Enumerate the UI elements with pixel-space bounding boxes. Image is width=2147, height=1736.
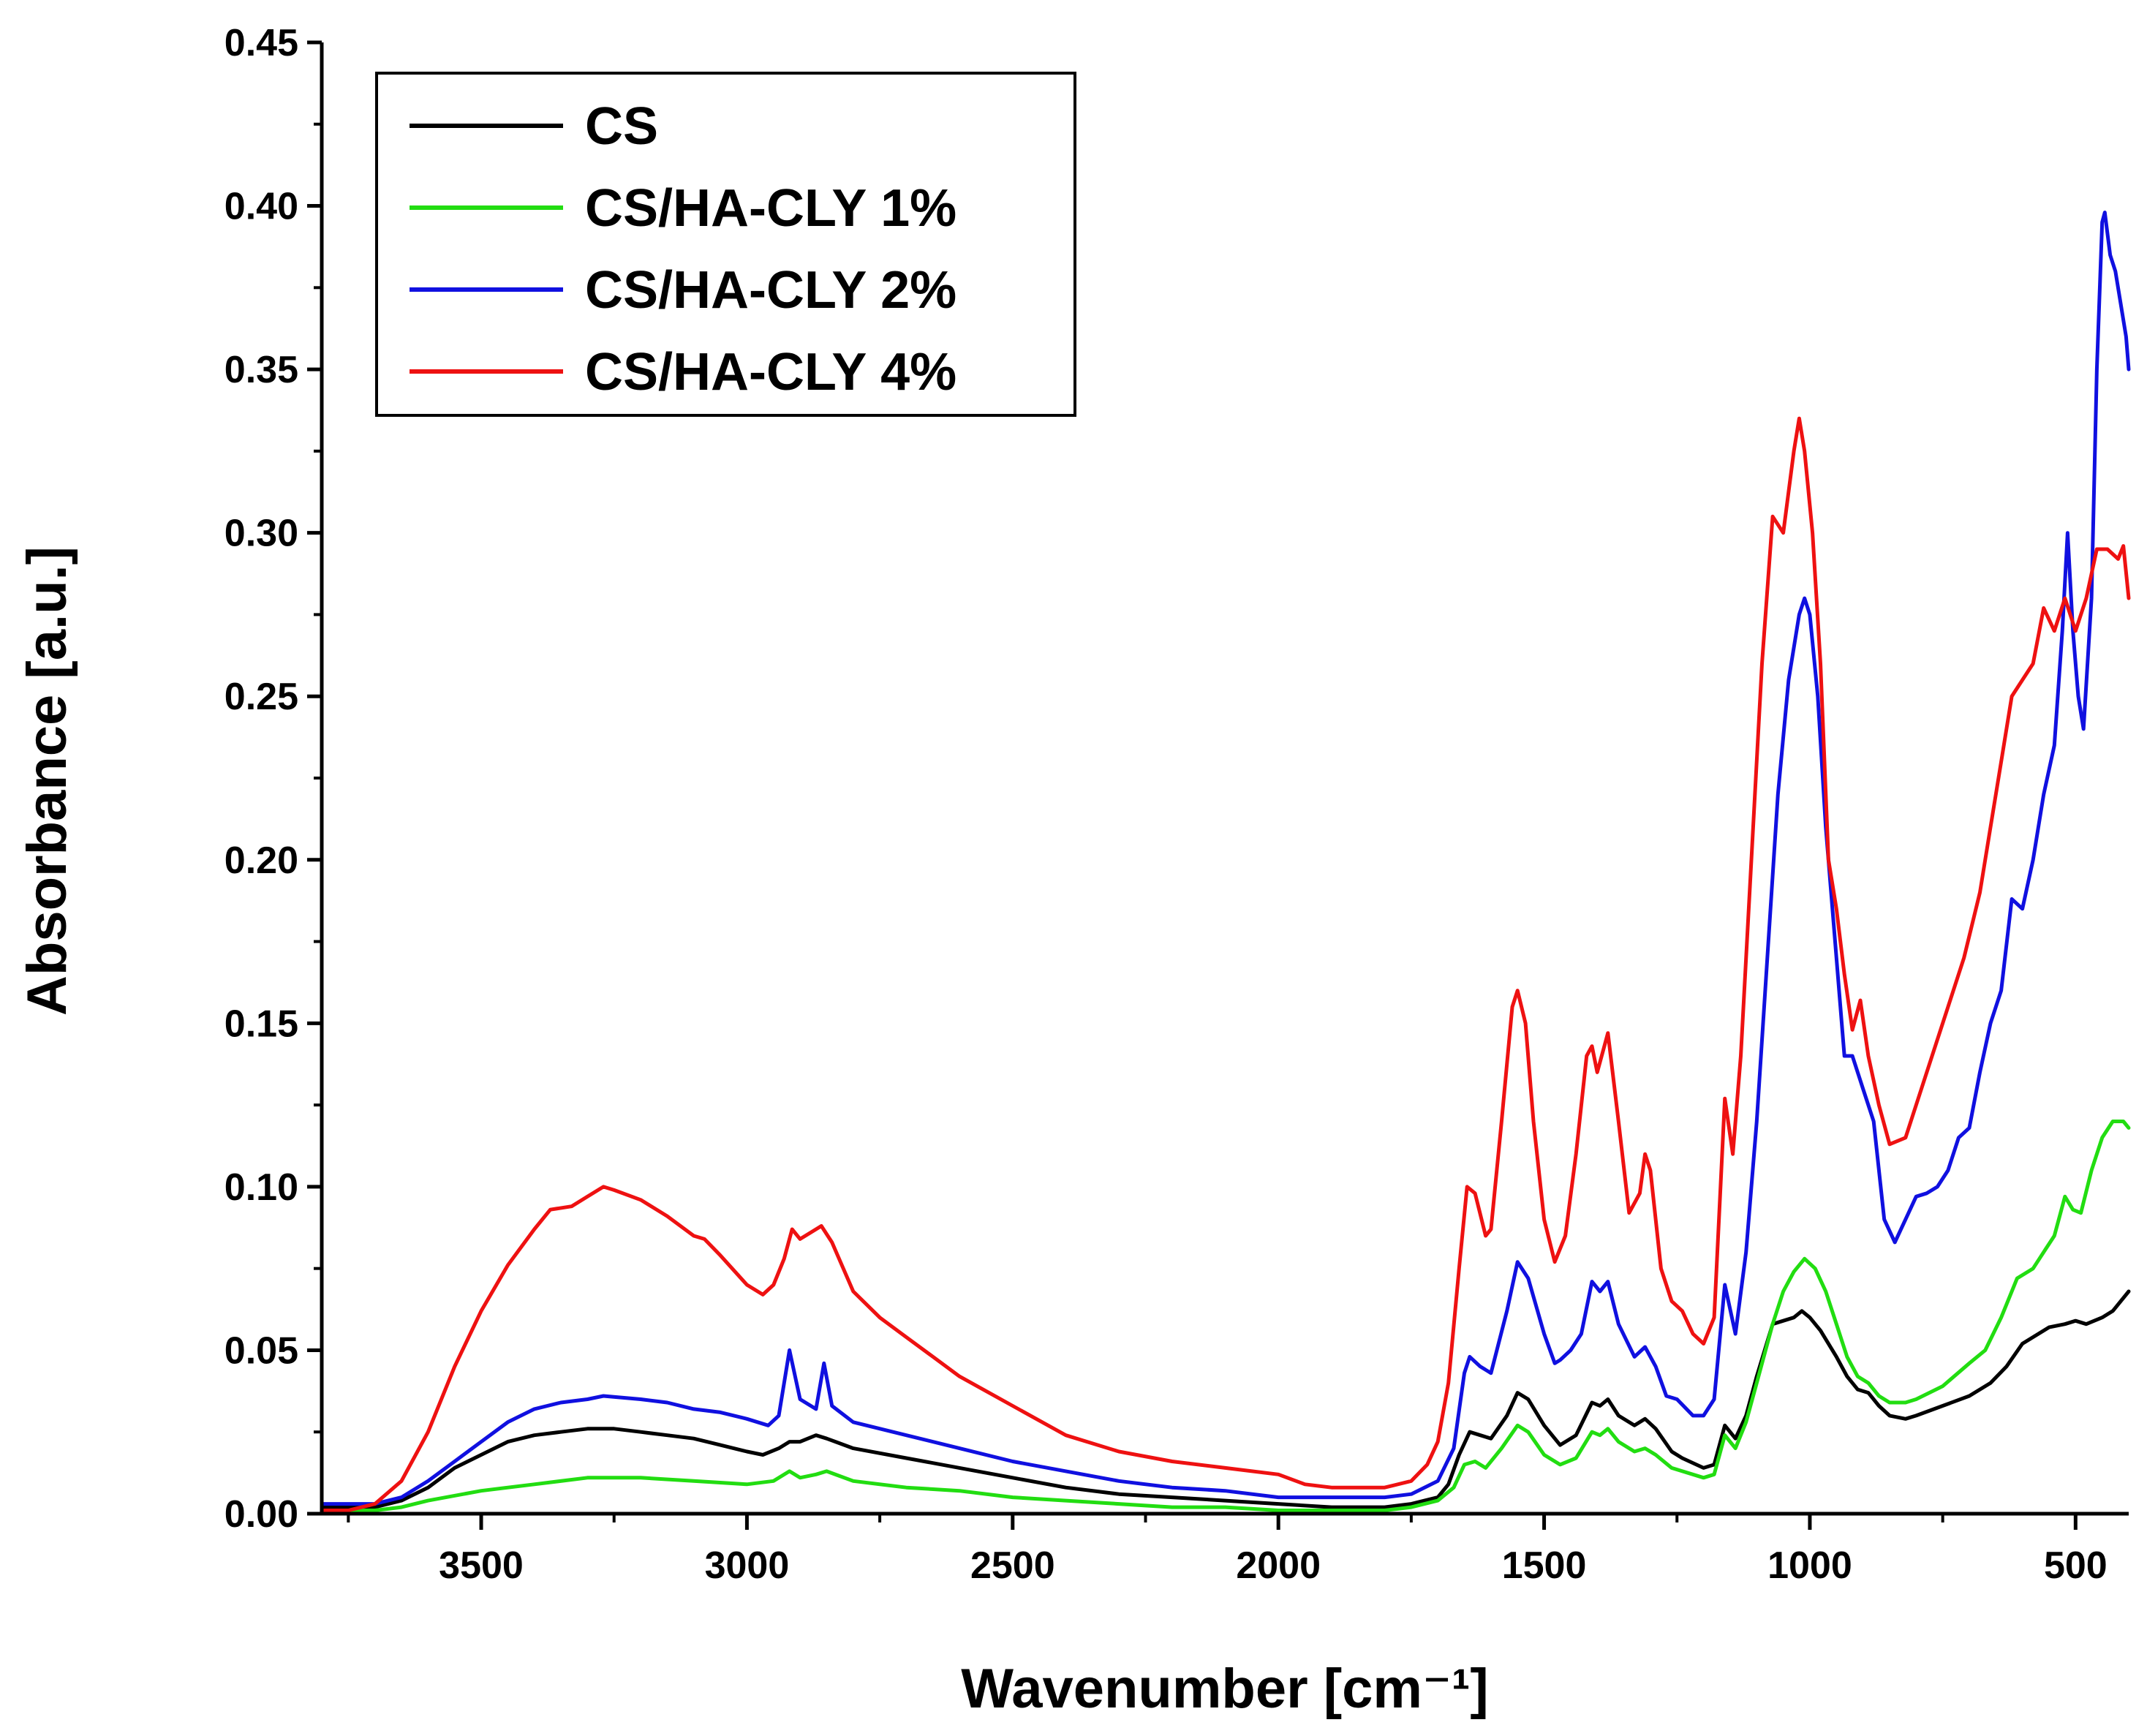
series-line-2 <box>320 1120 2131 1512</box>
x-tick-label: 1500 <box>1502 1544 1587 1587</box>
y-axis: 0.00 0.05 0.10 0.15 0.20 0.25 0.30 0.35 0.40 0.45 <box>224 22 322 1536</box>
y-tick-label: 0.30 <box>224 513 298 555</box>
legend-label-2: CS/HA-CLY 1% <box>585 179 956 238</box>
y-tick-label: 0.00 <box>224 1493 298 1536</box>
y-tick-label: 0.45 <box>224 22 298 64</box>
y-tick-label: 0.20 <box>224 839 298 882</box>
y-axis-title: Absorbance [a.u.] <box>16 546 78 1016</box>
y-tick-label: 0.40 <box>224 186 298 228</box>
series-line-1 <box>320 1289 2131 1509</box>
y-tick-label: 0.05 <box>224 1329 298 1372</box>
y-tick-label: 0.25 <box>224 676 298 718</box>
x-tick-label: 3500 <box>439 1544 524 1587</box>
legend-label-1: CS <box>585 97 658 156</box>
y-tick-label: 0.35 <box>224 349 298 391</box>
legend-label-3: CS/HA-CLY 2% <box>585 261 956 320</box>
legend-box <box>375 72 1076 417</box>
series-line-3 <box>320 211 2131 1506</box>
y-tick-label: 0.10 <box>224 1166 298 1209</box>
series-layer <box>320 211 2131 1512</box>
x-tick-label: 1000 <box>1767 1544 1852 1587</box>
x-tick-label: 2500 <box>970 1544 1055 1587</box>
legend-label-4: CS/HA-CLY 4% <box>585 343 956 401</box>
x-tick-label: 3000 <box>705 1544 790 1587</box>
series-line-4 <box>320 416 2131 1512</box>
x-axis: 3500 3000 2500 2000 1500 1000 500 <box>347 1514 2108 1587</box>
legend: CS CS/HA-CLY 1% CS/HA-CLY 2% CS/HA-CLY 4% <box>375 72 1076 417</box>
y-tick-label: 0.15 <box>224 1003 298 1045</box>
x-tick-label: 2000 <box>1236 1544 1321 1587</box>
x-tick-label: 500 <box>2044 1544 2108 1587</box>
x-axis-title: Wavenumber [cm⁻¹] <box>961 1658 1488 1720</box>
